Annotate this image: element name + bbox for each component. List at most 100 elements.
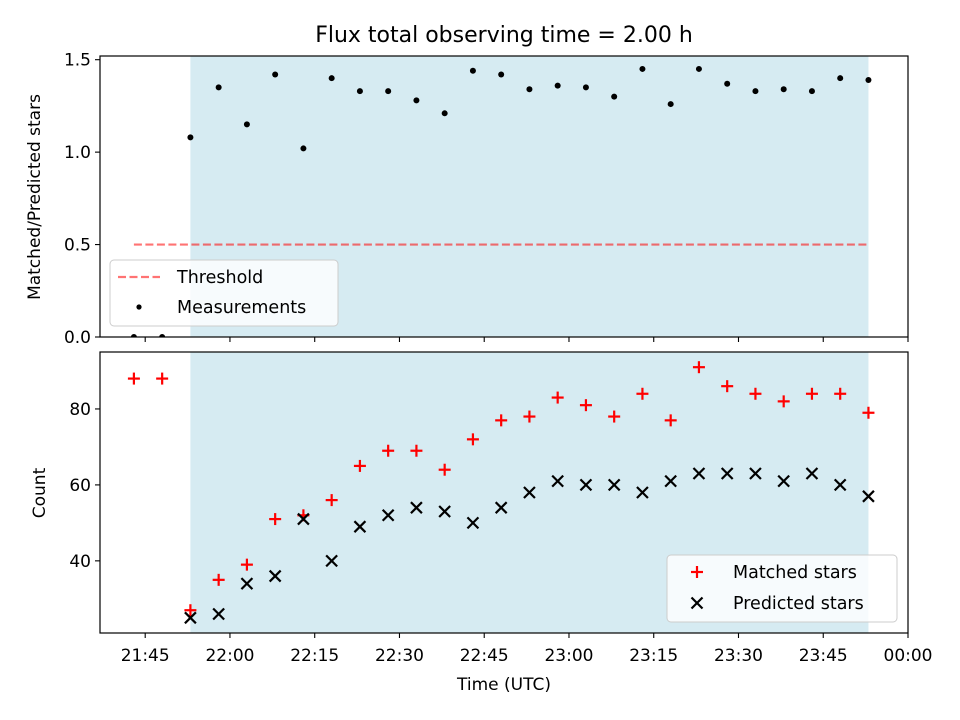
legend-measurements-swatch [136,304,142,310]
predicted-star-point-b [692,467,706,480]
top-axes-frame [99,55,909,338]
bottom-y-axis-label: Count [30,467,50,518]
predicted-star-point-b [325,554,338,568]
measurement-point [356,88,363,95]
ratio-panel: 0.0 0.5 1.0 1.5 Threshold Measurements [64,51,909,348]
predicted-star-point-b [551,474,564,488]
measurement-point [469,67,476,74]
predicted-star-point [833,478,847,492]
matched-star-point [608,410,621,423]
predicted-star-point-b [240,577,254,590]
predicted-star-point [494,501,508,514]
matched-star-point [184,604,197,617]
predicted-star-point-b [353,520,367,533]
predicted-star-point-b [212,607,225,621]
predicted-star-point-b [664,474,677,488]
x-tick-label: 22:15 [290,646,339,666]
predicted-star-point [636,486,649,499]
bottom-legend-box [666,554,898,623]
matched-star-point [410,444,423,457]
predicted-star-point [749,467,762,480]
plot-title: Flux total observing time = 2.00 h [315,23,693,48]
matched-star-point [495,414,508,427]
measurement-point [498,71,505,78]
predicted-star-point [607,478,621,492]
matched-star-point [382,444,395,457]
matched-star-point [325,494,338,507]
legend-matched-label: Matched stars [733,563,857,583]
matched-star-point [353,459,366,472]
predicted-star-point [720,467,734,480]
predicted-star-point [410,501,423,514]
predicted-star-point [777,474,790,488]
legend-matched-swatch [691,566,703,578]
predicted-star-point-b [184,611,197,625]
matched-star-point [692,361,705,374]
matched-star-point [523,410,536,423]
predicted-star-point-b [268,569,282,583]
measurement-point [780,86,787,93]
x-tick-label: 21:45 [121,646,170,666]
matched-star-point [466,433,479,446]
top-legend-box [109,259,339,327]
bottom-axes-frame [99,351,909,634]
measurement-point [837,75,844,82]
legend-predicted-swatch [690,596,704,610]
bottom-y-tick-label: 80 [69,400,91,420]
measurements-series [130,65,872,337]
x-tick-label: 22:45 [460,646,509,666]
measurement-point [130,334,137,337]
legend-measurements-label: Measurements [177,298,306,318]
matched-star-point [438,463,451,476]
x-tick-label: 23:15 [629,646,678,666]
matched-star-point [777,395,790,408]
matched-star-point [269,513,282,526]
predicted-star-point [692,467,706,480]
predicted-star-point-b [579,478,593,492]
predicted-star-point [523,486,536,499]
x-tick-label: 23:00 [544,646,593,666]
measurement-point [300,145,307,152]
measurement-point [639,65,646,72]
predicted-star-point-b [862,490,875,503]
top-y-tick-label: 0.5 [64,236,91,256]
top-y-tick-label: 1.0 [64,143,91,163]
top-y-axis-label: Matched/Predicted stars [25,94,45,300]
bottom-y-tick-label: 60 [69,476,91,496]
measurement-point [752,88,759,95]
measurement-point [272,71,279,78]
matched-star-point [862,406,875,419]
legend-predicted-label: Predicted stars [733,594,864,614]
x-axis-label: Time (UTC) [456,675,551,695]
predicted-star-point [297,512,310,526]
top-y-tick-label: 0.0 [64,328,91,348]
predicted-star-point [212,607,225,621]
predicted-star-point-b [438,505,451,518]
measurement-point [159,334,166,337]
predicted-star-point [466,516,480,530]
predicted-star-point-b [381,509,395,522]
measurement-point [215,84,222,91]
matched-star-point [240,558,253,571]
predicted-star-point-b [749,467,762,480]
measurement-point [554,82,561,89]
predicted-star-point [325,554,338,568]
predicted-stars-series [184,467,875,625]
legend-predicted-swatch-b [690,596,704,610]
matched-star-point [834,387,847,400]
legend-threshold-label: Threshold [176,268,263,288]
measurement-point [808,88,815,95]
matched-star-point [579,399,592,412]
x-tick-label: 22:30 [375,646,424,666]
matched-star-point [212,573,225,586]
predicted-star-point-b [494,501,508,514]
measurement-point [865,77,872,84]
predicted-star-point-b [777,474,790,488]
measurement-point [413,97,420,104]
predicted-star-point-b [410,501,423,514]
predicted-star-point-b [523,486,536,499]
x-tick-label: 23:45 [799,646,848,666]
matched-star-point [721,380,734,393]
bottom-legend: Matched stars Predicted stars [666,554,898,623]
